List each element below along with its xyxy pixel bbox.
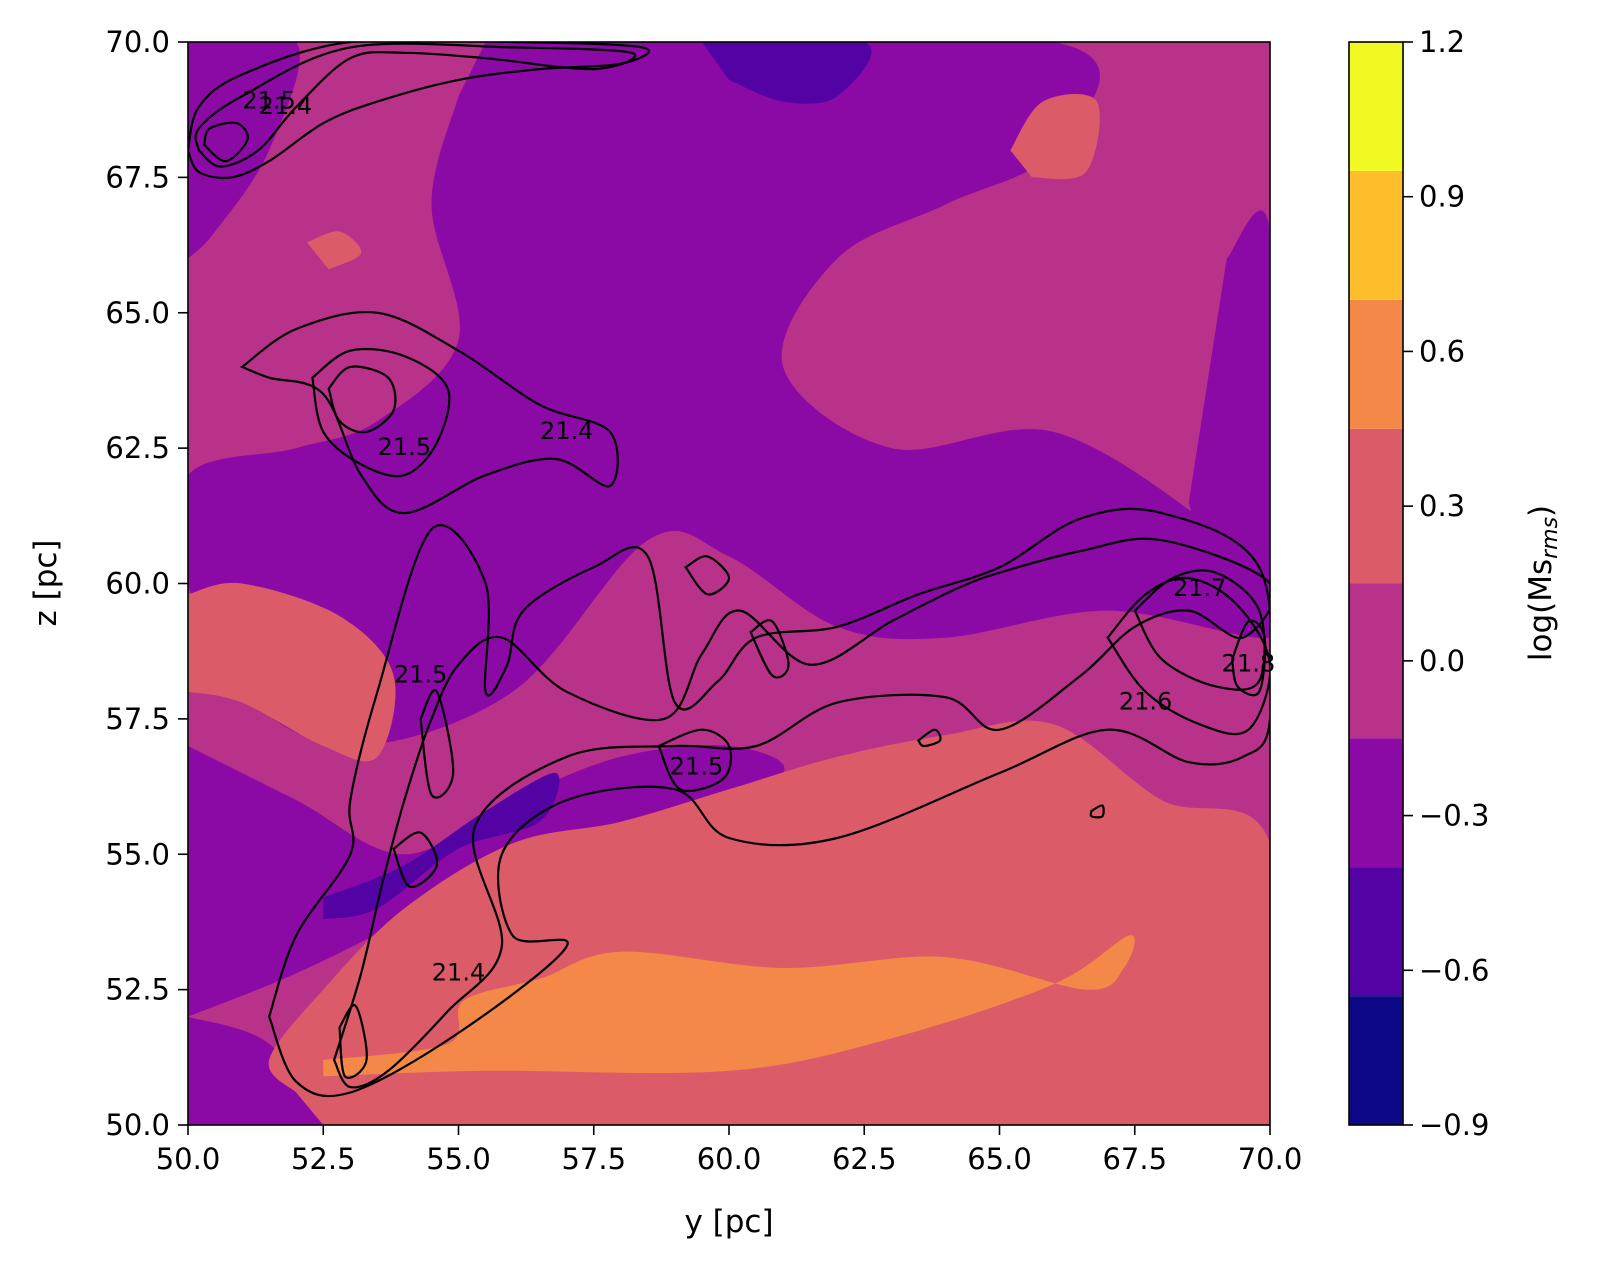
x-tick-label: 55.0 [426, 1142, 491, 1176]
colorbar: −0.9 −0.6 −0.3 0.0 0.3 0.6 0.9 1.2 log(Msrms) [1348, 25, 1563, 1142]
y-axis-title: z [pc] [28, 539, 64, 626]
contour-line-5 [327, 365, 397, 434]
field-region-8 [188, 582, 396, 762]
contour-label-11: 21.5 [670, 753, 723, 781]
y-tick-label: 50.0 [105, 1108, 170, 1142]
colorbar-level-0 [1349, 996, 1403, 1125]
y-tick-label: 52.5 [105, 973, 170, 1007]
colorbar-tick-label: 0.3 [1419, 489, 1465, 523]
contour-line-11 [657, 728, 733, 793]
field-region-3 [188, 42, 300, 259]
colorbar-level-1 [1349, 867, 1403, 996]
field-region-0 [188, 42, 1270, 746]
contour-label-9: 21.7 [1173, 574, 1226, 602]
colorbar-tick-label: 0.0 [1419, 644, 1465, 678]
x-tick-label: 67.5 [1102, 1142, 1167, 1176]
field-region-1 [188, 745, 785, 1017]
contour-line-10 [1230, 619, 1267, 697]
colorbar-levels [1349, 42, 1403, 1125]
x-tick-label: 57.5 [561, 1142, 626, 1176]
y-axis: 50.0 52.5 55.0 57.5 60.0 62.5 65.0 67.5 70.0 [105, 25, 188, 1142]
y-tick-label: 55.0 [105, 837, 170, 871]
colorbar-title-sub: rms [1538, 517, 1563, 559]
x-axis: 50.0 52.5 55.0 57.5 60.0 62.5 65.0 67.5 70.0 [156, 1125, 1303, 1176]
contour-line-16 [338, 1004, 368, 1079]
colorbar-title: log(Msrms) [1523, 505, 1563, 661]
colorbar-tick-label: −0.9 [1419, 1108, 1489, 1142]
x-tick-label: 70.0 [1238, 1142, 1303, 1176]
contour-line-4 [311, 347, 451, 478]
colorbar-level-3 [1349, 583, 1403, 739]
contour-line-18 [1089, 804, 1105, 819]
colorbar-level-2 [1349, 738, 1403, 868]
field-region-4 [1188, 210, 1270, 638]
colorbar-tick-label: 1.2 [1419, 25, 1465, 59]
contour-label-7: 21.5 [394, 661, 447, 689]
contour-line-7 [332, 537, 1270, 1089]
x-axis-title: y [pc] [684, 1204, 773, 1240]
colorbar-level-6 [1349, 170, 1403, 300]
x-tick-label: 65.0 [967, 1142, 1032, 1176]
contour-line-12 [683, 555, 731, 596]
x-tick-label: 50.0 [156, 1142, 221, 1176]
colorbar-title-main: log(Ms [1523, 559, 1559, 661]
contour-line-1 [194, 42, 637, 168]
contour-line-2 [202, 121, 249, 163]
colorbar-level-7 [1349, 42, 1403, 171]
colorbar-tick-label: 0.9 [1419, 180, 1465, 214]
field-region-9 [1010, 94, 1100, 180]
y-tick-label: 60.0 [105, 567, 170, 601]
colorbar-tick-label: 0.6 [1419, 334, 1465, 368]
y-tick-label: 62.5 [105, 431, 170, 465]
colorbar-level-5 [1349, 299, 1403, 429]
contour-line-15 [392, 831, 439, 889]
y-tick-label: 65.0 [105, 296, 170, 330]
contour-line-14 [419, 689, 455, 799]
colorbar-ticks: −0.9 −0.6 −0.3 0.0 0.3 0.6 0.9 1.2 [1403, 25, 1489, 1142]
y-tick-label: 67.5 [105, 160, 170, 194]
contour-label-0: 21.4 [259, 92, 312, 120]
contour-label-3: 21.4 [540, 417, 593, 445]
x-tick-label: 52.5 [291, 1142, 356, 1176]
contour-line-13 [749, 619, 790, 679]
field-region-11 [323, 935, 1135, 1077]
contour-label-1: 21.5 [242, 87, 295, 115]
contour-label-8: 21.6 [1119, 688, 1172, 716]
colorbar-frame [1348, 41, 1404, 1126]
contour-line-8 [1106, 576, 1270, 736]
x-tick-label: 60.0 [697, 1142, 762, 1176]
contour-label-10: 21.8 [1222, 650, 1275, 678]
field-region-5 [701, 42, 872, 104]
colorbar-tick-label: −0.3 [1419, 799, 1489, 833]
plot-area: 21.421.521.421.521.421.521.621.721.821.5 [187, 41, 1275, 1126]
density-contours [188, 42, 1270, 1098]
y-tick-label: 70.0 [105, 25, 170, 59]
contour-labels: 21.421.521.421.521.421.521.621.721.821.5 [242, 87, 1275, 987]
contour-line-17 [916, 728, 942, 748]
contour-line-6 [267, 507, 1270, 1098]
field-region-10 [307, 231, 362, 270]
y-tick-label: 57.5 [105, 702, 170, 736]
colorbar-tick-label: −0.6 [1419, 953, 1489, 987]
colorbar-title-end: ) [1523, 505, 1559, 517]
contour-label-4: 21.5 [378, 433, 431, 461]
field-region-2 [188, 1016, 326, 1125]
contour-label-6: 21.4 [432, 958, 485, 986]
x-tick-label: 62.5 [832, 1142, 897, 1176]
colorbar-level-4 [1349, 428, 1403, 584]
